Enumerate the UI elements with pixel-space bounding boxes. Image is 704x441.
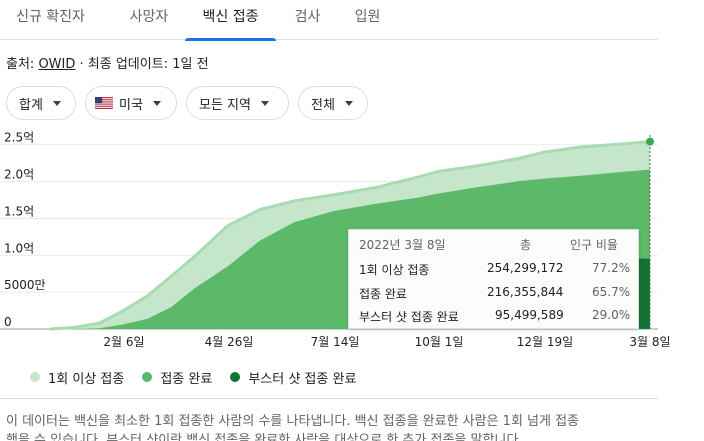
chart-tooltip: 2022년 3월 8일 총 인구 비율 1회 이상 접종 254,299,172… — [348, 229, 639, 329]
x-tick-label: 2월 6일 — [103, 335, 144, 349]
tooltip-col-total: 총 — [520, 238, 532, 252]
tooltip-row-label: 접종 완료 — [359, 287, 407, 301]
tooltip-row-pct: 29.0% — [592, 308, 631, 322]
series-bar-booster — [638, 258, 650, 329]
tab-new-cases[interactable]: 신규 확진자 — [16, 9, 85, 25]
tooltip-col-pct: 인구 비율 — [570, 238, 618, 252]
tab-hospitalizations[interactable]: 입원 — [354, 9, 381, 25]
x-tick-label: 7월 14일 — [311, 335, 360, 349]
tooltip-row-pct: 77.2% — [592, 261, 631, 275]
y-tick-label: 0 — [4, 315, 12, 329]
chart-legend: 1회 이상 접종 접종 완료 부스터 샷 접종 완료 — [30, 367, 374, 387]
tooltip-row-value: 254,299,172 — [487, 261, 564, 275]
tooltip-date: 2022년 3월 8일 — [359, 238, 446, 252]
tooltip-header: 2022년 3월 8일 총 인구 비율 — [349, 236, 638, 256]
divider — [0, 398, 658, 399]
series-line-first-dose — [49, 140, 651, 331]
chevron-down-icon — [260, 100, 269, 106]
tooltip-row-label: 부스터 샷 접종 완료 — [359, 310, 459, 324]
legend-label: 접종 완료 — [160, 371, 213, 387]
chevron-down-icon — [344, 100, 353, 106]
y-tick-label: 2.0억 — [4, 168, 34, 182]
total-filter-chip[interactable]: 합계 — [6, 86, 76, 120]
last-updated: · 최종 업데이트: 1일 전 — [79, 57, 209, 72]
tab-bar: 신규 확진자 사망자 백신 접종 검사 입원 — [0, 0, 658, 41]
tooltip-row-value: 216,355,844 — [487, 285, 564, 299]
source-prefix: 출처: — [6, 57, 35, 72]
legend-item[interactable]: 1회 이상 접종 — [30, 368, 124, 387]
tooltip-row-label: 1회 이상 접종 — [359, 263, 430, 277]
chevron-down-icon — [52, 100, 61, 106]
chevron-down-icon — [152, 100, 161, 106]
chip-label: 합계 — [19, 97, 43, 113]
chip-label: 미국 — [119, 97, 143, 113]
chip-label: 모든 지역 — [199, 97, 251, 113]
x-tick-label: 3월 8일 — [629, 335, 670, 349]
tooltip-row: 1회 이상 접종 254,299,172 77.2% — [349, 261, 638, 281]
legend-swatch — [30, 372, 40, 382]
x-tick-label: 4월 26일 — [205, 335, 254, 349]
tab-tests[interactable]: 검사 — [294, 9, 321, 25]
tooltip-row: 접종 완료 216,355,844 65.7% — [349, 285, 638, 305]
us-flag-icon — [95, 97, 113, 109]
legend-item[interactable]: 접종 완료 — [142, 368, 212, 387]
region-filter-chip[interactable]: 모든 지역 — [186, 86, 289, 120]
source-link[interactable]: OWID — [38, 57, 76, 72]
legend-label: 1회 이상 접종 — [48, 371, 125, 387]
chip-label: 전체 — [311, 97, 335, 113]
legend-swatch — [230, 372, 241, 382]
tooltip-row-value: 95,499,589 — [495, 308, 564, 322]
y-tick-label: 1.0억 — [4, 241, 34, 255]
y-tick-label: 2.5억 — [4, 131, 34, 145]
tab-deaths[interactable]: 사망자 — [129, 9, 169, 25]
age-filter-chip[interactable]: 전체 — [298, 86, 368, 120]
y-tick-label: 5000만 — [4, 278, 46, 292]
legend-label: 부스터 샷 접종 완료 — [248, 371, 357, 387]
y-tick-label: 1.5억 — [4, 204, 34, 218]
tab-vaccinations[interactable]: 백신 접종 — [185, 0, 276, 41]
x-tick-label: 10월 1일 — [415, 335, 464, 349]
tooltip-row-pct: 65.7% — [592, 285, 631, 299]
hover-point — [646, 137, 654, 146]
description-line: 했을 수 있습니다. 부스터 샷이란 백신 접종을 완료한 사람을 대상으로 한… — [6, 433, 523, 441]
country-filter-chip[interactable]: 미국 — [85, 86, 177, 120]
x-tick-label: 12월 19일 — [517, 335, 573, 349]
legend-item[interactable]: 부스터 샷 접종 완료 — [230, 368, 356, 387]
chart-description: 이 데이터는 백신을 최소한 1회 접종한 사람의 수를 나타냅니다. 백신 접… — [6, 412, 704, 441]
legend-swatch — [142, 372, 153, 382]
source-line: 출처: OWID · 최종 업데이트: 1일 전 — [6, 53, 209, 72]
description-line: 이 데이터는 백신을 최소한 1회 접종한 사람의 수를 나타냅니다. 백신 접… — [6, 414, 580, 429]
tooltip-row: 부스터 샷 접종 완료 95,499,589 29.0% — [349, 308, 638, 328]
